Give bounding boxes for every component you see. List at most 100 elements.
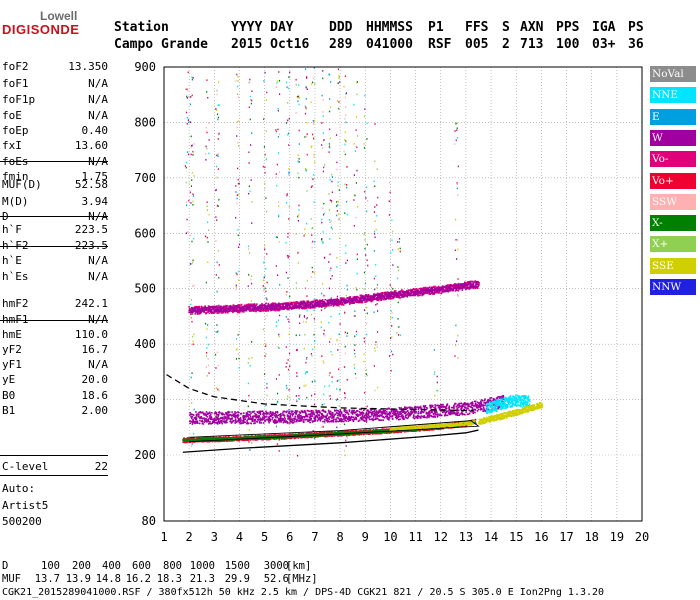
- trace-point: [247, 308, 250, 311]
- trace-point: [291, 306, 293, 309]
- trace-point: [411, 294, 414, 297]
- trace-point: [455, 414, 457, 416]
- echo-point: [346, 259, 349, 262]
- trace-point: [205, 312, 208, 314]
- trace-point: [352, 420, 355, 423]
- echo-point: [251, 132, 253, 134]
- date-label: YYYY DAY: [231, 20, 294, 35]
- echo-point: [311, 227, 313, 230]
- echo-point: [391, 312, 393, 314]
- trace-point: [231, 411, 233, 413]
- echo-point: [218, 264, 220, 266]
- echo-point: [288, 218, 290, 220]
- trace-point: [228, 417, 230, 420]
- echo-point: [251, 99, 253, 102]
- trace-point: [262, 422, 265, 424]
- echo-point: [250, 179, 252, 181]
- trace-point: [338, 414, 341, 417]
- echo-point: [306, 88, 308, 91]
- echo-point: [190, 303, 192, 306]
- param-name: yF1: [2, 358, 22, 371]
- echo-point: [436, 389, 438, 392]
- trace-point: [455, 283, 458, 286]
- trace-point: [438, 292, 440, 294]
- echo-point: [296, 375, 298, 378]
- trace-point: [318, 410, 321, 412]
- echo-point: [364, 391, 366, 394]
- trace-point: [338, 413, 340, 415]
- echo-point: [237, 229, 239, 231]
- trace-point: [220, 305, 222, 308]
- trace-point: [319, 303, 321, 305]
- trace-point: [248, 417, 251, 420]
- trace-point: [355, 413, 357, 416]
- echo-point: [303, 320, 305, 323]
- echo-point: [189, 121, 192, 123]
- trace-point: [236, 416, 239, 419]
- echo-point: [331, 275, 333, 277]
- trace-point: [256, 306, 259, 309]
- param-value: 20.0: [81, 373, 109, 386]
- trace-point: [234, 412, 236, 415]
- trace-point: [231, 414, 234, 417]
- trace-point: [332, 413, 334, 415]
- trace-point: [295, 418, 297, 421]
- trace-point: [236, 311, 239, 314]
- echo-point: [264, 154, 266, 157]
- trace-point: [386, 411, 388, 413]
- trace-point: [404, 291, 407, 293]
- trace-point: [406, 291, 409, 294]
- trace-point: [402, 411, 405, 414]
- trace-point: [331, 414, 333, 417]
- trace-point: [382, 294, 384, 296]
- echo-point: [186, 97, 188, 99]
- trace-point: [301, 306, 304, 309]
- trace-point: [357, 301, 360, 303]
- trace-point: [442, 403, 444, 406]
- trace-point: [454, 290, 457, 292]
- echo-point: [354, 344, 356, 346]
- param-name: yE: [2, 373, 16, 386]
- trace-point: [262, 411, 265, 414]
- trace-point: [377, 415, 380, 417]
- trace-point: [261, 306, 264, 308]
- echo-point: [288, 327, 291, 330]
- trace-point: [385, 415, 388, 418]
- echo-point: [321, 292, 323, 295]
- trace-point: [237, 415, 239, 417]
- trace-point: [419, 406, 422, 409]
- trace-point: [242, 422, 245, 424]
- trace-point: [241, 308, 244, 311]
- trace-point: [270, 412, 273, 415]
- trace-point: [399, 418, 401, 420]
- param-value: N/A: [88, 93, 108, 106]
- echo-point: [321, 403, 323, 406]
- trace-point: [417, 407, 420, 410]
- trace-point: [405, 414, 407, 417]
- echo-point: [191, 261, 194, 264]
- trace-point: [241, 311, 244, 313]
- trace-point: [297, 302, 299, 305]
- echo-point: [262, 165, 264, 168]
- trace-point: [263, 307, 266, 310]
- trace-point: [469, 286, 472, 289]
- trace-point: [273, 418, 276, 421]
- echo-point: [354, 335, 356, 338]
- echo-point: [336, 266, 338, 268]
- trace-point: [273, 306, 276, 309]
- trace-point: [229, 306, 232, 309]
- trace-point: [389, 294, 392, 297]
- trace-point: [369, 295, 372, 297]
- echo-point: [328, 193, 330, 195]
- trace-point: [275, 415, 277, 417]
- echo-point: [311, 355, 313, 357]
- trace-point: [304, 301, 307, 304]
- trace-point: [299, 411, 302, 414]
- echo-point: [345, 262, 347, 264]
- trace-point: [297, 417, 300, 420]
- echo-point: [323, 329, 325, 332]
- echo-point: [336, 214, 338, 217]
- echo-point: [190, 299, 193, 301]
- trace-point: [451, 410, 453, 412]
- trace-point: [318, 416, 321, 419]
